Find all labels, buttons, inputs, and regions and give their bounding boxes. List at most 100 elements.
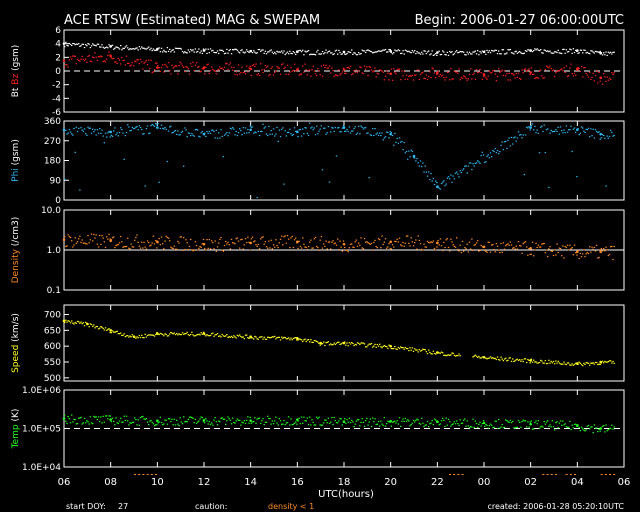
trace-dot-density xyxy=(611,245,613,248)
trace-dot-temp xyxy=(300,416,303,418)
trace-dot-phi xyxy=(167,130,170,132)
trace-dot-phi xyxy=(285,135,288,137)
data-point-phi xyxy=(109,130,112,134)
trace-dot-bz xyxy=(452,78,454,80)
trace-dot-bz xyxy=(206,64,208,66)
x-tick-label: 12 xyxy=(198,477,211,488)
trace-dot-density xyxy=(394,240,396,242)
trace-dot-phi xyxy=(94,129,96,131)
trace-dot-temp xyxy=(79,417,81,419)
trace-dot-temp xyxy=(111,417,114,419)
trace-dot-density xyxy=(439,238,442,240)
trace-dot-density xyxy=(191,249,193,251)
trace-dot-phi xyxy=(386,131,388,133)
trace-dot-density xyxy=(282,244,284,246)
trace-dot-temp xyxy=(407,419,409,421)
trace-dot-bt xyxy=(333,53,335,55)
trace-dot-temp xyxy=(366,417,368,419)
trace-dot-phi xyxy=(493,150,495,153)
trace-dot-temp xyxy=(211,422,213,424)
trace-dot-density xyxy=(550,250,552,252)
trace-dot-bt xyxy=(376,51,379,53)
trace-dot-density xyxy=(190,238,192,241)
trace-dot-density xyxy=(201,243,204,245)
trace-dot-phi xyxy=(545,129,548,131)
trace-dot-phi xyxy=(102,135,104,137)
trace-dot-speed xyxy=(551,362,554,364)
trace-dot-bz xyxy=(564,71,566,74)
trace-dot-speed xyxy=(165,333,167,336)
trace-dot-bt xyxy=(554,51,556,53)
trace-dot-phi xyxy=(304,127,306,129)
trace-dot-bt xyxy=(419,53,422,55)
trace-dot-bz xyxy=(327,67,330,69)
trace-dot-temp xyxy=(347,421,349,423)
trace-dot-phi xyxy=(292,133,295,136)
trace-dot-bz xyxy=(555,72,557,74)
trace-dot-speed xyxy=(174,334,177,336)
trace-dot-speed xyxy=(582,365,584,367)
trace-dot-temp xyxy=(561,424,563,426)
trace-dot-density xyxy=(311,247,313,249)
trace-dot-speed xyxy=(281,336,283,338)
trace-dot-bz xyxy=(268,75,270,77)
trace-dot-phi xyxy=(347,130,349,133)
trace-dot-speed xyxy=(373,345,375,347)
trace-dot-bt xyxy=(578,52,580,54)
trace-dot-bz xyxy=(398,68,401,70)
trace-dot-speed xyxy=(596,362,598,364)
trace-dot-phi xyxy=(207,132,209,134)
trace-dot-phi xyxy=(88,127,90,130)
trace-dot-bt xyxy=(562,48,564,51)
start-doy-value: 27 xyxy=(118,502,128,511)
trace-dot-temp xyxy=(100,416,102,418)
data-point-phi xyxy=(529,126,532,129)
trace-dot-speed xyxy=(438,352,440,354)
trace-dot-temp xyxy=(514,427,516,429)
trace-dot-density xyxy=(471,238,473,240)
trace-dot-temp xyxy=(382,424,384,426)
trace-dot-density xyxy=(275,239,277,241)
trace-dot-density xyxy=(145,248,148,250)
trace-dot-phi xyxy=(467,165,470,167)
trace-dot-bz xyxy=(74,55,76,58)
trace-dot-density xyxy=(593,246,596,248)
trace-dot-bz xyxy=(115,61,117,63)
trace-dot-speed xyxy=(199,334,201,336)
trace-dot-speed xyxy=(218,335,220,337)
trace-dot-density xyxy=(580,256,583,258)
trace-dot-bt xyxy=(102,46,104,48)
trace-dot-bz xyxy=(157,64,159,67)
trace-dot-density xyxy=(158,237,160,240)
trace-dot-density xyxy=(288,238,290,240)
trace-dot-phi xyxy=(230,128,233,130)
trace-dot-bz xyxy=(107,54,109,56)
trace-dot-bz xyxy=(207,63,209,65)
trace-dot-phi xyxy=(316,125,318,127)
trace-dot-phi xyxy=(527,127,529,129)
trace-dot-bz xyxy=(193,69,195,72)
trace-dot-density xyxy=(606,249,608,251)
trace-dot-density xyxy=(573,244,576,246)
trace-dot-phi xyxy=(269,133,271,135)
trace-dot-speed xyxy=(569,364,571,366)
trace-dot-bz xyxy=(81,55,83,58)
trace-dot-bz xyxy=(526,70,528,72)
trace-dot-speed xyxy=(72,322,74,324)
trace-dot-bz xyxy=(600,76,603,78)
trace-dot-speed xyxy=(612,360,614,363)
trace-dot-phi xyxy=(195,128,198,131)
trace-dot-phi xyxy=(178,134,180,136)
trace-dot-phi xyxy=(499,151,501,153)
trace-dot-temp xyxy=(278,418,281,420)
trace-dot-speed xyxy=(257,338,260,340)
trace-dot-speed xyxy=(381,347,383,349)
trace-dot-bt xyxy=(233,49,235,51)
trace-dot-temp xyxy=(249,416,251,418)
trace-dot-temp xyxy=(138,424,141,426)
trace-dot-speed xyxy=(123,333,125,335)
trace-dot-bt xyxy=(257,48,260,51)
trace-dot-speed xyxy=(359,343,361,346)
trace-dot-temp xyxy=(253,420,255,423)
trace-dot-phi xyxy=(237,132,240,134)
